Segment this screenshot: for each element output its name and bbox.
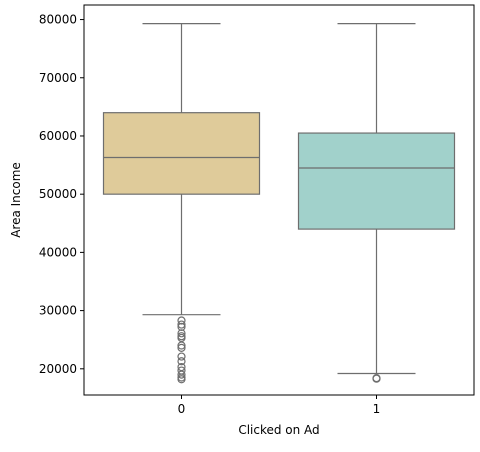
outlier-0-7 [177, 343, 186, 352]
boxes-layer [102, 23, 456, 384]
box-1 [297, 132, 456, 230]
ticks-layer: 20000 30000 40000 50000 60000 70000 80000 0 1 [39, 13, 381, 416]
x-tick-label-0: 0 [178, 402, 186, 416]
y-axis-label: Area Income [9, 162, 23, 238]
y-tick-label-2: 40000 [39, 245, 77, 259]
y-tick-label-6: 80000 [39, 13, 77, 27]
y-tick-label-4: 60000 [39, 129, 77, 143]
outlier-0-1 [177, 320, 186, 329]
x-tick-label-1: 1 [373, 402, 381, 416]
outlier-0-6 [177, 341, 186, 350]
outlier-0-3 [177, 329, 186, 338]
outlier-0-9 [177, 357, 186, 366]
outlier-0-12 [177, 370, 186, 379]
y-tick-label-3: 50000 [39, 187, 77, 201]
y-tick-label-0: 20000 [39, 362, 77, 376]
box-group-1 [297, 23, 456, 383]
y-tick-label-1: 30000 [39, 304, 77, 318]
outlier-1-1 [372, 374, 381, 383]
y-tick-label-5: 70000 [39, 71, 77, 85]
box-0 [102, 112, 261, 195]
x-axis-label: Clicked on Ad [238, 423, 319, 437]
plot-frame [83, 4, 475, 396]
box-group-0 [102, 23, 261, 384]
outlier-0-8 [177, 352, 186, 361]
outlier-0-14 [177, 375, 186, 384]
